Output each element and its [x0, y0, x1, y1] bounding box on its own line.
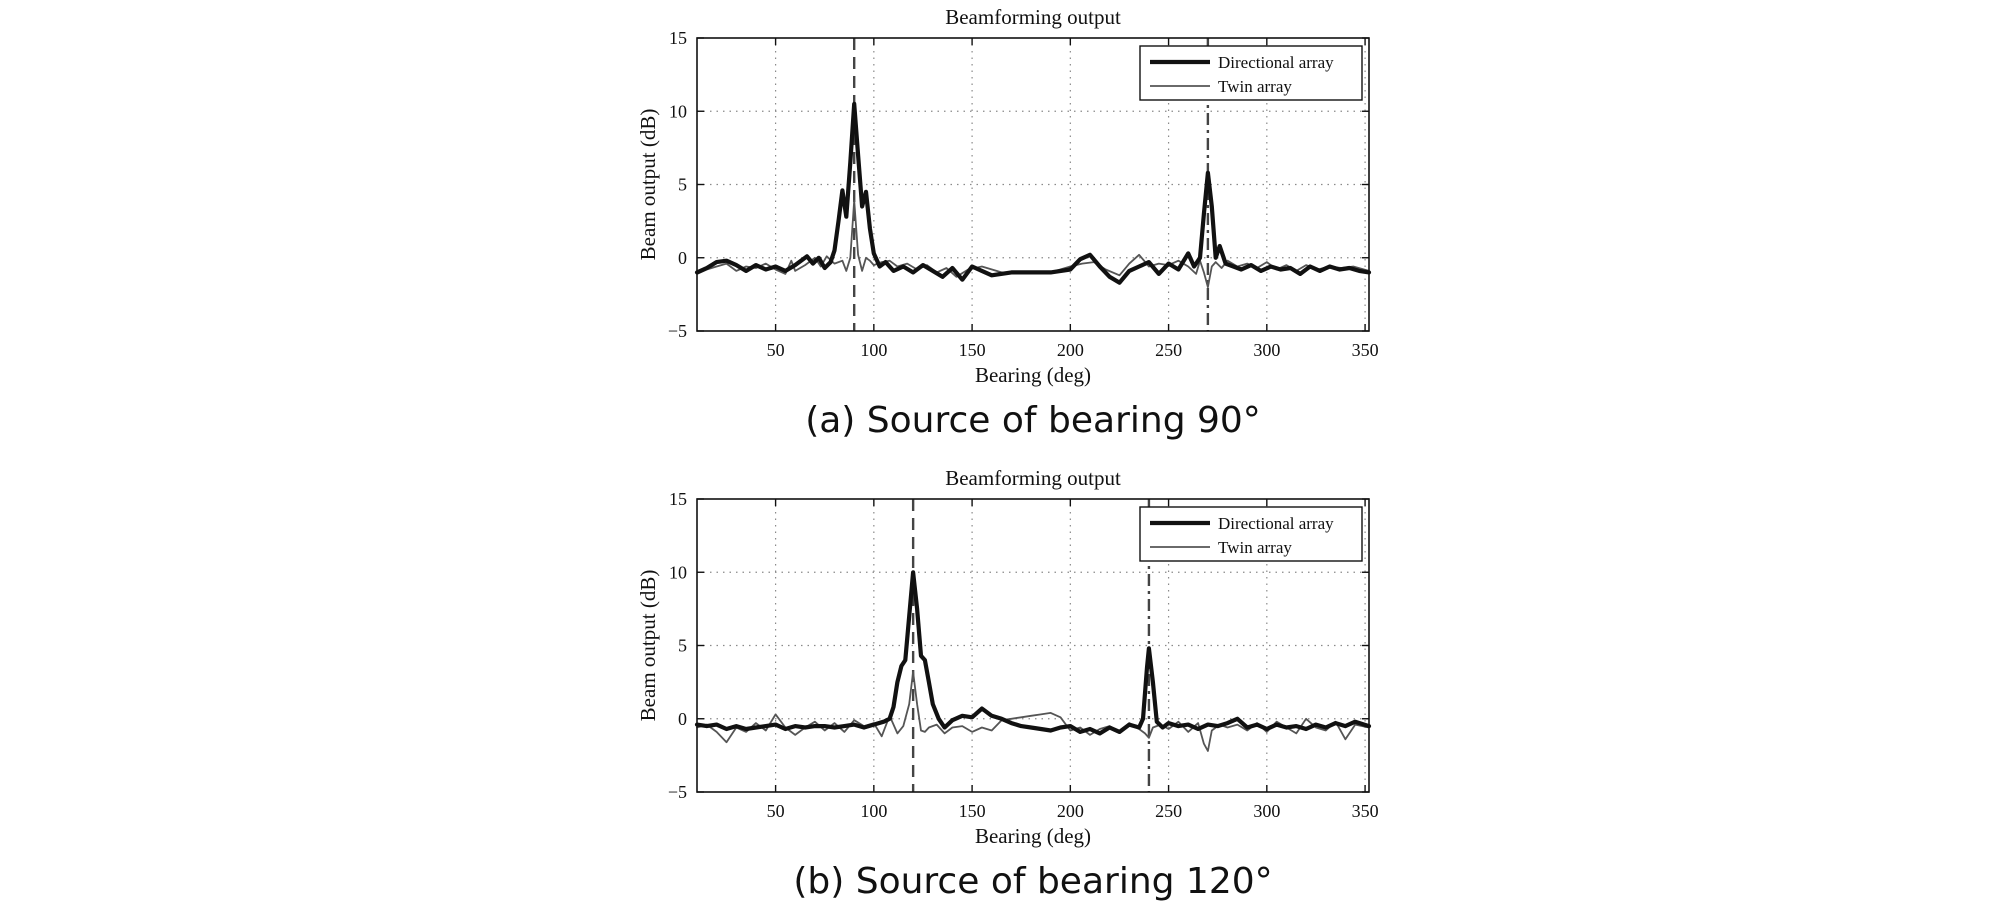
y-tick-label: 5	[678, 175, 687, 195]
x-tick-label: 250	[1155, 340, 1182, 360]
x-tick-label: 150	[959, 340, 986, 360]
x-tick-label: 100	[860, 801, 887, 821]
x-tick-label: 300	[1253, 801, 1280, 821]
chart-title: Beamforming output	[945, 5, 1121, 29]
x-tick-label: 50	[767, 801, 785, 821]
chart-panel-a: 50 100 150 200 250 300 350 −5 0 5 10 15 Beamforming …	[636, 5, 1379, 441]
legend-box	[1139, 45, 1363, 101]
y-tick-label: 5	[678, 636, 687, 656]
legend: Directional array Twin array	[1139, 45, 1363, 101]
x-tick-label: 350	[1352, 801, 1379, 821]
y-axis-label: Beam output (dB)	[636, 570, 660, 722]
chart-panel-b: 50 100 150 200 250 300 350 −5 0 5 10 15 Beamforming …	[636, 466, 1379, 901]
legend-box	[1139, 506, 1363, 562]
series-line-directional-array	[694, 101, 1372, 285]
y-tick-label: 0	[678, 248, 687, 268]
panel-caption: (b) Source of bearing 120°	[793, 861, 1272, 901]
y-tick-label: −5	[668, 782, 687, 802]
legend-label: Directional array	[1218, 514, 1334, 533]
chart-title: Beamforming output	[945, 466, 1121, 490]
series-line-twin-array	[696, 671, 1370, 752]
y-axis-label: Beam output (dB)	[636, 109, 660, 261]
x-tick-label: 300	[1253, 340, 1280, 360]
legend-label: Twin array	[1218, 538, 1292, 557]
legend-label: Directional array	[1218, 53, 1334, 72]
y-tick-label: 15	[669, 489, 687, 509]
x-axis-label: Bearing (deg)	[975, 363, 1091, 387]
y-tick-label: 10	[669, 101, 687, 121]
series-line-directional-array	[694, 570, 1372, 736]
y-tick-label: 0	[678, 709, 687, 729]
x-tick-label: 350	[1352, 340, 1379, 360]
x-tick-label: 200	[1057, 801, 1084, 821]
x-axis-label: Bearing (deg)	[975, 824, 1091, 848]
x-tick-label: 50	[767, 340, 785, 360]
x-tick-label: 100	[860, 340, 887, 360]
x-tick-label: 250	[1155, 801, 1182, 821]
y-tick-label: −5	[668, 321, 687, 341]
y-tick-label: 10	[669, 562, 687, 582]
x-tick-label: 150	[959, 801, 986, 821]
legend: Directional array Twin array	[1139, 506, 1363, 562]
x-tick-label: 200	[1057, 340, 1084, 360]
legend-label: Twin array	[1218, 77, 1292, 96]
y-tick-label: 15	[669, 28, 687, 48]
panel-caption: (a) Source of bearing 90°	[805, 400, 1261, 441]
